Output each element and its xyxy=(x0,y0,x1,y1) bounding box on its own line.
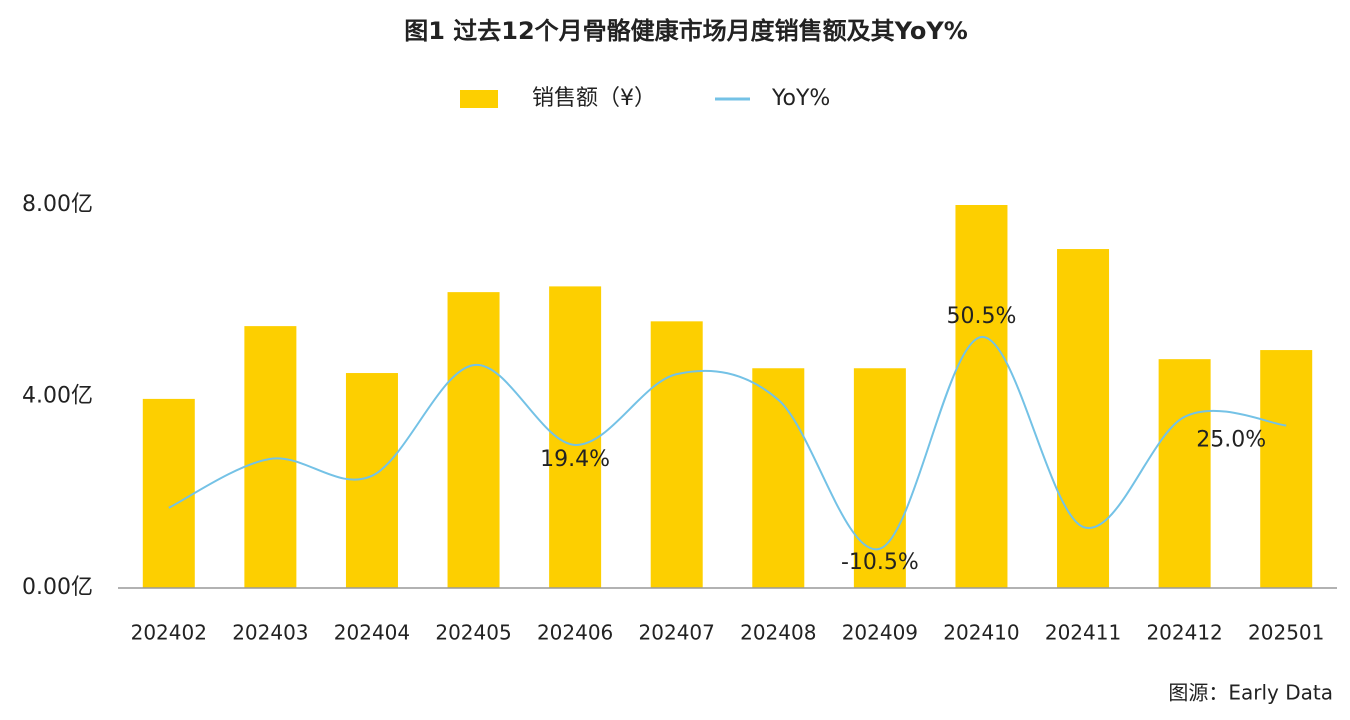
x-tick-label: 202403 xyxy=(232,621,308,645)
data-label: 50.5% xyxy=(947,304,1017,329)
data-label: -10.5% xyxy=(841,550,919,575)
x-tick-label: 202408 xyxy=(740,621,816,645)
bar xyxy=(447,292,500,588)
x-tick-label: 202412 xyxy=(1146,621,1222,645)
x-tick-label: 202410 xyxy=(943,621,1019,645)
y-tick-label: 4.00亿 xyxy=(22,384,93,409)
x-tick-label: 202411 xyxy=(1045,621,1121,645)
x-tick-label: 202405 xyxy=(435,621,511,645)
bar xyxy=(1158,359,1211,588)
bar xyxy=(142,398,195,588)
bar xyxy=(853,368,906,588)
x-tick-label: 202402 xyxy=(131,621,207,645)
bar xyxy=(244,326,297,588)
legend-label: 销售额（¥） xyxy=(532,86,656,111)
x-tick-label: 202404 xyxy=(334,621,410,645)
y-tick-label: 8.00亿 xyxy=(22,192,93,217)
x-tick-label: 202407 xyxy=(639,621,715,645)
legend-label: YoY% xyxy=(771,86,830,111)
line xyxy=(168,335,1287,551)
y-tick-label: 0.00亿 xyxy=(22,575,93,600)
bar xyxy=(650,321,703,588)
source: 图源：Early Data xyxy=(1168,681,1333,705)
legend-swatch xyxy=(460,90,498,108)
x-tick-label: 202406 xyxy=(537,621,613,645)
data-label: 19.4% xyxy=(540,447,610,472)
bar xyxy=(752,368,805,588)
bar xyxy=(1260,350,1313,588)
x-tick-label: 202409 xyxy=(842,621,918,645)
data-label: 25.0% xyxy=(1196,427,1266,452)
bar xyxy=(955,205,1008,588)
bar xyxy=(1057,249,1110,589)
chart-title: 图1 过去12个月骨骼健康市场月度销售额及其YoY% xyxy=(404,17,968,45)
x-tick-label: 202501 xyxy=(1248,621,1324,645)
